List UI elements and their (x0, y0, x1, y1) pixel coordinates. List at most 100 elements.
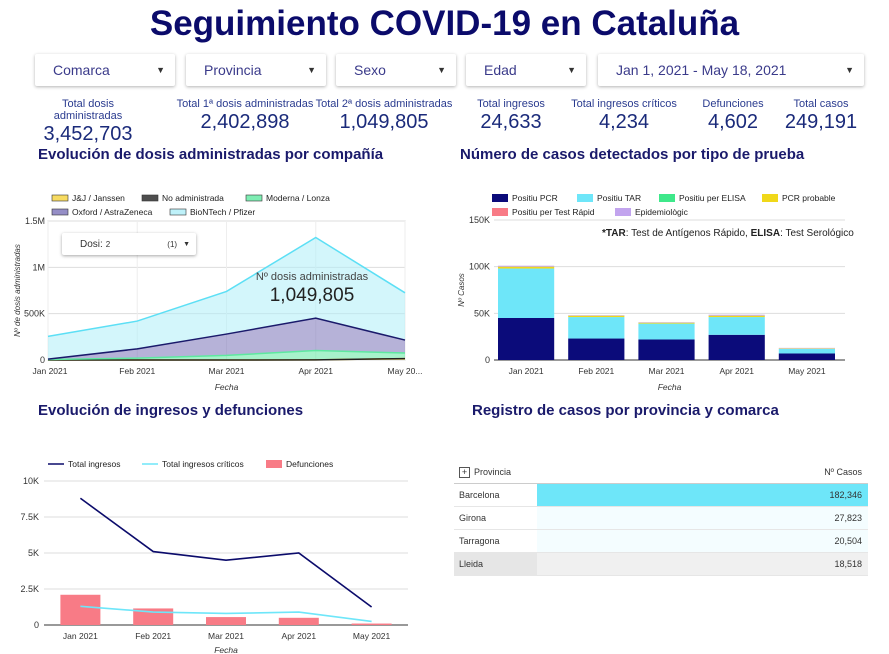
bar-segment (638, 339, 695, 360)
table-row[interactable]: Barcelona 182,346 (454, 484, 868, 507)
legend-swatch (51, 208, 69, 216)
kpi-value: 1,049,805 (339, 111, 429, 133)
legend-label: Positiu per ELISA (679, 193, 746, 203)
table-header-provincia: + Provincia (454, 466, 537, 478)
legend-label: Epidemiològic (635, 207, 689, 217)
row-value-cell: 27,823 (537, 507, 868, 529)
chevron-down-icon: ▼ (437, 65, 446, 75)
y-tick-label: 1.5M (25, 216, 45, 226)
bar (206, 617, 246, 625)
legend-label: PCR probable (782, 193, 836, 203)
date-range-filter[interactable]: Jan 1, 2021 - May 18, 2021 ▼ (598, 54, 864, 86)
bar-segment (498, 318, 555, 360)
legend-swatch (141, 194, 159, 202)
row-value: 182,346 (829, 490, 862, 500)
bar-segment (638, 323, 695, 340)
expand-icon[interactable]: + (459, 466, 470, 478)
kpi-label: Total ingresos críticos (571, 98, 677, 110)
legend-label: Positiu per Test Rápid (512, 207, 595, 217)
kpi-value: 4,602 (707, 111, 759, 133)
y-tick-label: 50K (474, 308, 490, 318)
x-tick-label: May 20... (388, 366, 423, 376)
page-title: Seguimiento COVID-19 en Cataluña (149, 4, 740, 43)
table-row[interactable]: Girona 27,823 (454, 507, 868, 530)
filter-provincia[interactable]: Provincia ▼ (186, 54, 326, 86)
dosis-tooltip: Nº dosis administradas 1,049,805 (252, 271, 372, 307)
chevron-down-icon: ▼ (183, 240, 190, 248)
bar-segment (708, 334, 765, 360)
kpi-label: Total casos (793, 98, 849, 110)
legend-swatch (492, 208, 508, 216)
table-row[interactable]: Lleida 18,518 (454, 553, 868, 576)
row-value: 27,823 (834, 513, 862, 523)
kpi-primera-dosis: Total 1ª dosis administradas 2,402,898 (172, 98, 318, 134)
bar-segment (498, 265, 555, 267)
x-tick-label: Jan 2021 (63, 631, 98, 641)
x-tick-label: Jan 2021 (509, 366, 544, 376)
legend-label: Positiu TAR (597, 193, 641, 203)
bar-segment (778, 348, 835, 354)
area-series-2 (48, 350, 405, 360)
y-tick-label: 7.5K (20, 512, 39, 522)
legend-swatch (615, 208, 631, 216)
note-tar-text: : Test de Antígenos Rápido, (625, 228, 751, 239)
section-title-dosis: Evolución de dosis administradas por com… (38, 146, 384, 163)
dosis-selector[interactable]: Dosi: 2 (1) ▼ (62, 233, 196, 255)
filter-sexo[interactable]: Sexo ▼ (336, 54, 456, 86)
legend-swatch (245, 194, 263, 202)
legend-label: Oxford / AstraZeneca (72, 207, 153, 217)
kpi-value: 2,402,898 (200, 111, 290, 133)
filter-label: Sexo (354, 62, 386, 78)
dosis-selector-label: Dosi: (80, 238, 103, 250)
section-title-ingresos: Evolución de ingresos y defunciones (38, 402, 304, 419)
row-name: Barcelona (459, 490, 500, 500)
kpi-label: Total 1ª dosis administradas (176, 98, 314, 110)
ingresos-line-chart: 0 2.5K 5K 7.5K 10K Jan 2021 Feb 2021 Mar 2021 Ap… (20, 459, 408, 654)
row-value: 18,518 (834, 559, 862, 569)
tooltip-label: Nº dosis administradas (255, 271, 369, 283)
y-axis-title: Nº Casos (457, 273, 466, 307)
kpi-label: Total dosis administradas (53, 98, 123, 122)
dosis-area-chart: 0 500K 1M 1.5M Jan 2021 Feb 2021 Mar 2021 Apr 2… (13, 193, 423, 392)
legend-label: Moderna / Lonza (266, 193, 330, 203)
legend-label: Defunciones (286, 459, 333, 469)
bar-segment (708, 315, 765, 318)
note-elisa-abbr: ELISA (750, 228, 781, 239)
provincia-table: + Provincia Nº Casos Barcelona 182,346 G… (454, 461, 868, 576)
header-label[interactable]: Provincia (474, 467, 512, 477)
y-axis-title: Nº de dosis administradas (13, 244, 22, 337)
bar (60, 594, 101, 625)
row-value-cell: 182,346 (537, 484, 868, 506)
bar-segment (708, 317, 765, 335)
legend-swatch (762, 194, 778, 202)
filter-comarca[interactable]: Comarca ▼ (35, 54, 175, 86)
table-header-casos[interactable]: Nº Casos (537, 461, 868, 483)
row-value-cell: 18,518 (537, 553, 868, 575)
series-line-4 (47, 236, 406, 338)
row-name: Tarragona (454, 530, 537, 552)
bar-segment (568, 338, 625, 360)
table-row[interactable]: Tarragona 20,504 (454, 530, 868, 553)
chevron-down-icon: ▼ (156, 65, 165, 75)
legend-swatch (492, 194, 508, 202)
chevron-down-icon: ▼ (307, 65, 316, 75)
casos-bar-chart: 0 50K 100K 150K Jan 2021 Feb 2021 Mar 2021 Apr … (457, 193, 845, 392)
legend-swatch (266, 460, 282, 468)
series-line-0 (79, 497, 373, 608)
note-elisa-text: : Test Serológico (780, 228, 854, 239)
bar-segment (638, 322, 695, 324)
chevron-down-icon: ▼ (845, 65, 854, 75)
filter-edad[interactable]: Edad ▼ (466, 54, 586, 86)
series-line-1 (48, 357, 406, 361)
kpi-label: Total 2ª dosis administradas (315, 98, 453, 110)
dosis-selector-count: (1) (167, 239, 178, 249)
kpi-segunda-dosis: Total 2ª dosis administradas 1,049,805 (296, 98, 472, 134)
value-bar (537, 484, 868, 506)
x-tick-label: Jan 2021 (33, 366, 68, 376)
series-line-3 (47, 317, 406, 360)
x-tick-label: Apr 2021 (282, 631, 317, 641)
x-tick-label: Feb 2021 (578, 366, 614, 376)
legend-label: J&J / Janssen (72, 193, 125, 203)
row-value: 20,504 (834, 536, 862, 546)
kpi-total-dosis: Total dosis administradas 3,452,703 (28, 98, 148, 146)
